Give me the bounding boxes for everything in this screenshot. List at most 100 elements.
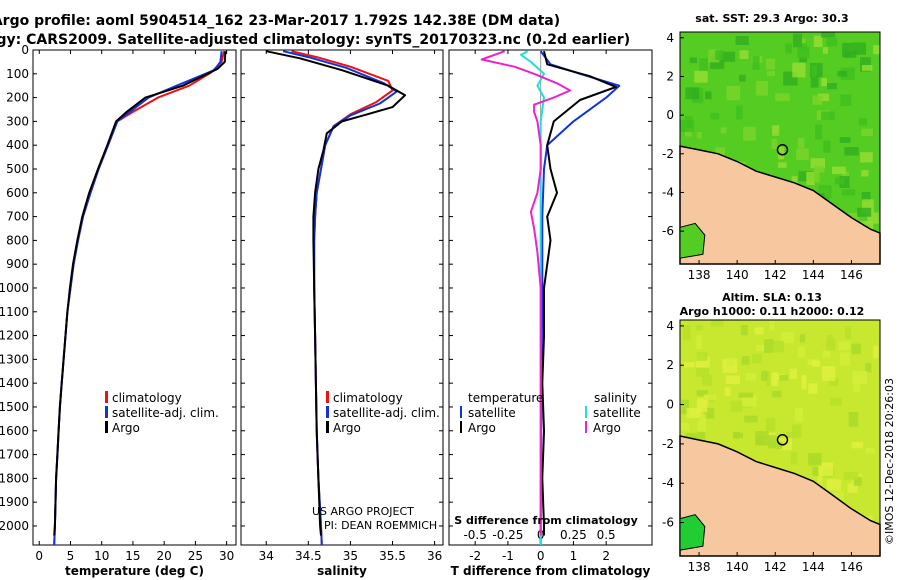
x-axis-label: salinity — [317, 564, 367, 578]
map-cell — [797, 46, 810, 59]
y-tick-label: 1300 — [0, 352, 29, 366]
legend-temp-argo-swatch — [460, 421, 462, 433]
map-cell — [764, 339, 774, 353]
map-y-tick-label: -4 — [662, 476, 674, 490]
temperature-profile-panel: 0100200300400500600700800900100011001200… — [0, 43, 237, 578]
map-cell — [736, 105, 743, 120]
map-cell — [840, 94, 852, 107]
x-tick-label: 34.5 — [295, 549, 322, 563]
x-tick-label: 2 — [602, 549, 610, 563]
series-line-argo — [53, 51, 227, 536]
map-cell — [843, 51, 857, 58]
series-line-temperature-argo — [541, 50, 617, 536]
imos-watermark: ©IMOS 12-Dec-2018 20:26:03 — [883, 378, 896, 545]
map-cell — [715, 50, 724, 61]
s-diff-tick-label: 0.25 — [560, 528, 587, 542]
map-cell — [705, 91, 712, 100]
map-cell — [766, 371, 773, 387]
y-tick-label: 2000 — [0, 519, 29, 533]
legend-argo-label: Argo — [333, 421, 361, 435]
map-cell — [695, 324, 703, 331]
y-tick-label: 1400 — [0, 376, 29, 390]
map-cell — [699, 413, 706, 423]
map-title: sat. SST: 29.3 Argo: 30.3 — [695, 12, 848, 25]
map-x-tick-label: 142 — [764, 560, 787, 574]
temperature-legend: climatology satellite-adj. clim. Argo — [105, 391, 219, 435]
map-cell — [861, 170, 869, 177]
map-cell — [860, 57, 871, 72]
map-cell — [781, 331, 795, 343]
map-y-tick-label: 0 — [666, 398, 674, 412]
x-axis-label: temperature (deg C) — [65, 564, 204, 578]
map-cell — [779, 374, 789, 381]
map-cell — [857, 207, 872, 217]
map-cell — [835, 177, 845, 185]
map-cell — [826, 479, 841, 491]
map-cell — [861, 191, 871, 202]
map-cell — [715, 147, 725, 161]
map-y-tick-label: -2 — [662, 147, 674, 161]
map-cell — [815, 124, 823, 140]
plot-area — [240, 49, 444, 546]
salinity-profile-panel: 34 34.5 35 35.5 36 salinity — [240, 49, 444, 578]
map-cell — [828, 378, 839, 386]
legend-climatology-label: climatology — [333, 391, 403, 405]
map-cell — [821, 32, 836, 38]
argo-position-marker — [776, 434, 789, 446]
map-cell — [810, 74, 819, 88]
map-cell — [873, 45, 880, 55]
us-argo-project-note: US ARGO PROJECT — [312, 505, 414, 518]
y-tick-label: 1500 — [0, 400, 29, 414]
y-tick-label: 400 — [6, 138, 29, 152]
plot-area — [448, 49, 653, 546]
map-cell — [710, 320, 724, 327]
map-cell — [808, 383, 818, 394]
map-x-tick-label: 138 — [688, 560, 711, 574]
y-tick-label: 300 — [6, 114, 29, 128]
map-cell — [741, 356, 750, 365]
figure-title-line-1: Argo profile: aoml 5904514_162 23-Mar-20… — [0, 13, 560, 29]
map-cell — [839, 176, 850, 188]
map-cell — [822, 350, 831, 358]
legend-salinity-heading: salinity — [594, 391, 637, 405]
legend-temp-satellite-label: satellite — [468, 406, 516, 420]
map-cell — [851, 441, 863, 449]
x-tick-label: 30 — [219, 549, 234, 563]
x-axis-label: T difference from climatology — [451, 564, 651, 578]
map-cell — [790, 451, 798, 465]
map-cell — [775, 93, 790, 102]
map-cell — [801, 374, 807, 390]
map-cell — [839, 137, 851, 143]
y-tick-label: 1600 — [0, 424, 29, 438]
pi-note: PI: DEAN ROEMMICH — [324, 519, 437, 532]
legend-satellite-swatch — [326, 406, 329, 418]
argo-position-marker — [776, 144, 789, 156]
map-cell — [743, 126, 756, 141]
map-y-tick-label: 2 — [666, 69, 674, 83]
legend-climatology-swatch — [326, 391, 329, 403]
map-cell — [754, 327, 764, 335]
map-cell — [789, 368, 798, 379]
map-cell — [821, 111, 835, 120]
map-cell — [785, 431, 798, 439]
map-cell — [699, 58, 708, 72]
x-tick-label: 36 — [427, 549, 442, 563]
map-cell — [680, 119, 694, 132]
map-x-tick-label: 140 — [726, 268, 749, 282]
map-cell — [858, 118, 868, 126]
map-cell — [843, 471, 859, 480]
map-cell — [771, 390, 782, 398]
map-y-tick-label: -2 — [662, 437, 674, 451]
map-cell — [778, 162, 787, 168]
map-cell — [696, 367, 710, 377]
x-tick-label: 35.5 — [379, 549, 406, 563]
map-cell — [680, 422, 689, 431]
map-x-tick-label: 144 — [802, 560, 825, 574]
map-cell — [813, 35, 823, 47]
map-cell — [840, 67, 855, 80]
series-line-salinity-argo — [480, 50, 572, 536]
map-cell — [744, 415, 758, 423]
map-cell — [841, 171, 849, 180]
